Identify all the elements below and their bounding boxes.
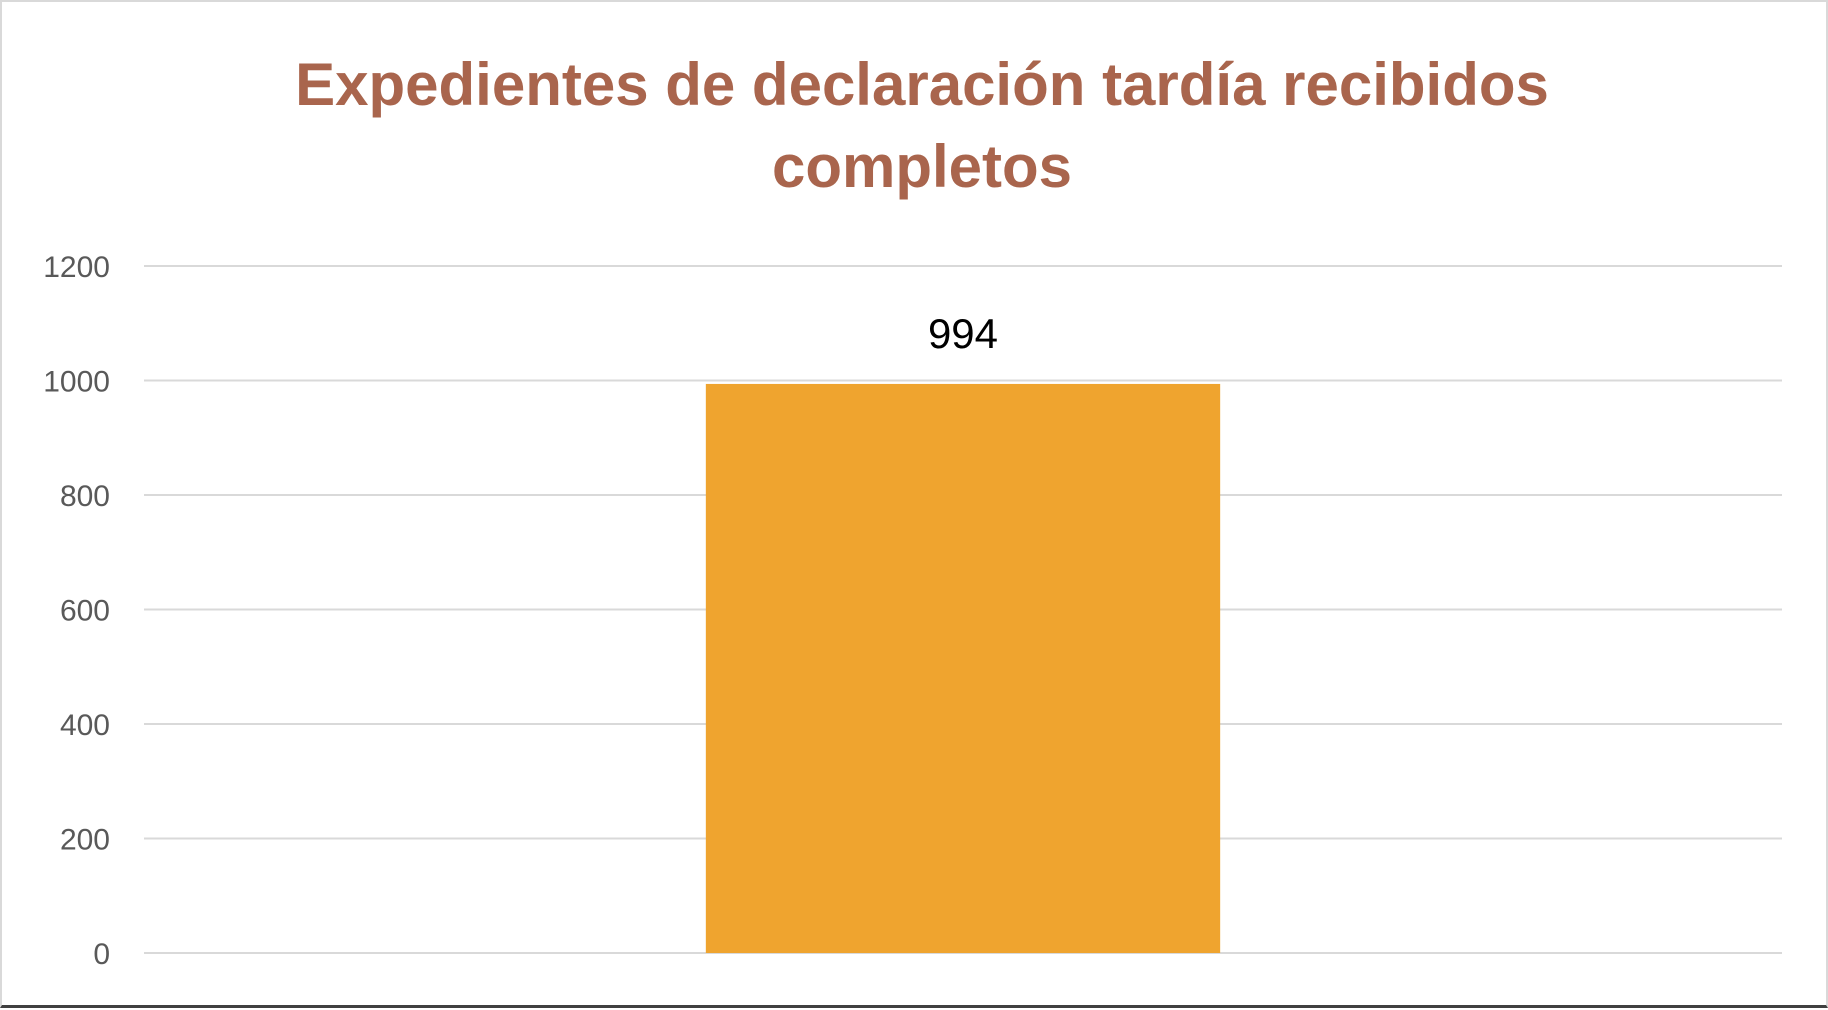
y-tick-label: 400 xyxy=(60,709,110,742)
y-tick-label: 1200 xyxy=(43,251,110,284)
bar xyxy=(705,383,1221,953)
y-tick-label: 800 xyxy=(60,480,110,513)
y-tick-label: 200 xyxy=(60,824,110,857)
y-tick-label: 0 xyxy=(93,938,110,971)
bar-data-label: 994 xyxy=(928,310,998,357)
y-tick-label: 1000 xyxy=(43,366,110,399)
chart-title: Expedientes de declaración tardía recibi… xyxy=(295,51,1549,200)
y-tick-label: 600 xyxy=(60,595,110,628)
